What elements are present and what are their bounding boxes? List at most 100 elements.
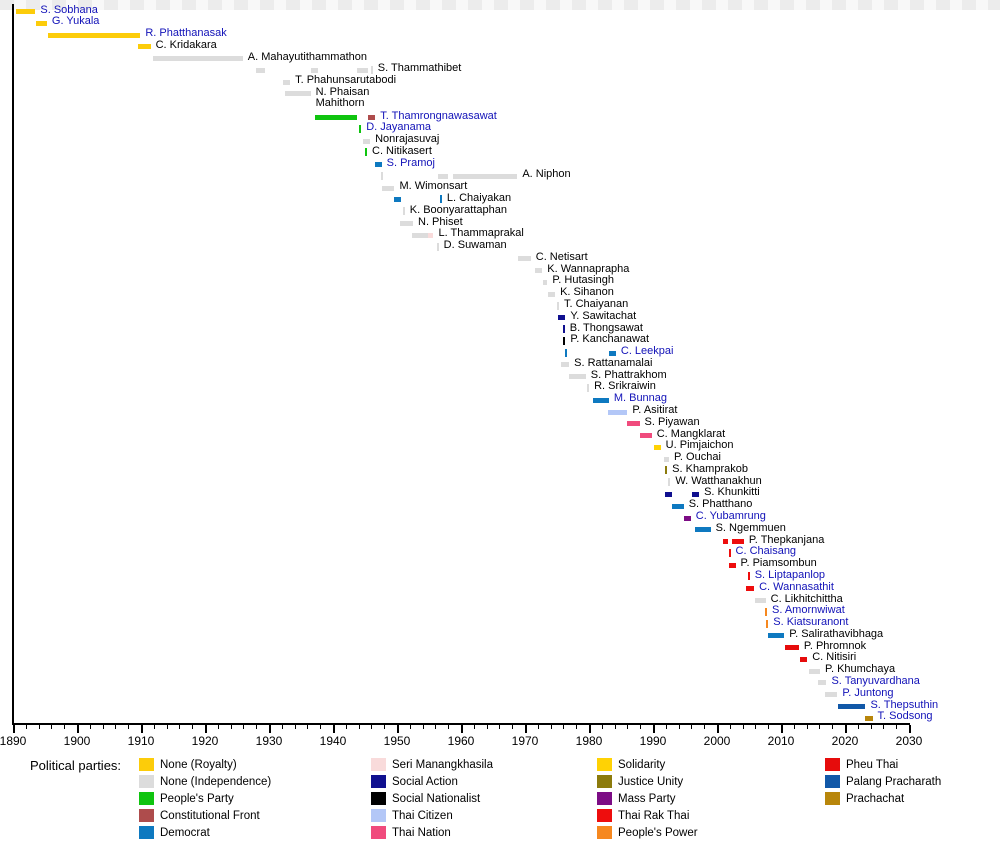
axis-tick <box>294 725 296 729</box>
axis-tick <box>333 725 335 733</box>
person-label: B. Thongsawat <box>569 321 643 334</box>
timeline-tick <box>436 242 439 251</box>
person-label[interactable]: S. Tanyuvardhana <box>831 674 920 687</box>
person-label: P. Kanchanawat <box>570 333 650 346</box>
person-label: S. Thammathibet <box>377 62 462 75</box>
axis-tick <box>243 725 245 729</box>
person-label: C. Likhitchittha <box>770 592 843 605</box>
timeline-bar <box>285 91 311 97</box>
legend: Political parties: None (Royalty) None (I… <box>0 750 1000 850</box>
timeline-bar <box>746 586 755 592</box>
axis-year-label: 1950 <box>383 734 411 748</box>
timeline-bar <box>400 221 413 227</box>
timeline-bar <box>381 185 395 191</box>
axis-tick <box>25 725 27 729</box>
timeline-bar <box>310 67 319 73</box>
person-label: W. Watthanakhun <box>675 474 762 487</box>
axis-tick <box>512 725 514 729</box>
person-label: A. Mahayutithammathon <box>247 50 367 63</box>
axis-tick <box>38 725 40 729</box>
person-label: S. Rattanamalai <box>574 356 653 369</box>
axis-tick <box>409 725 411 729</box>
person-label[interactable]: P. Juntong <box>842 686 894 699</box>
person-label: N. Phiset <box>418 215 463 228</box>
axis-tick <box>832 725 834 729</box>
axis-tick <box>883 725 885 729</box>
timeline-bar <box>542 279 548 285</box>
timeline-bar <box>283 79 291 85</box>
person-label[interactable]: D. Jayanama <box>366 121 432 134</box>
axis-tick <box>857 725 859 729</box>
timeline-bar <box>152 56 243 62</box>
axis-year-label: 2000 <box>703 734 731 748</box>
legend-swatch-prachachat <box>825 792 840 805</box>
person-label[interactable]: S. Thepsuthin <box>870 698 939 711</box>
timeline-bar <box>695 527 711 533</box>
person-label[interactable]: S. Liptapanlop <box>754 568 826 581</box>
timeline-bar <box>453 173 518 179</box>
timeline-bar <box>608 350 616 356</box>
person-label[interactable]: C. Wannasathit <box>759 580 834 593</box>
person-label[interactable]: S. Amornwiwat <box>772 604 845 617</box>
axis-year-label: 2030 <box>895 734 923 748</box>
legend-label: Solidarity <box>618 759 666 771</box>
timeline-bar <box>825 692 838 698</box>
timeline-bar <box>768 633 785 639</box>
timeline-bar <box>627 421 640 427</box>
person-label[interactable]: S. Sobhana <box>40 3 98 16</box>
axis-tick <box>601 725 603 729</box>
person-label: S. Khamprakob <box>672 462 748 475</box>
axis-tick <box>550 725 552 729</box>
timeline-bar <box>411 232 429 238</box>
person-label: P. Khumchaya <box>825 663 896 676</box>
person-label: P. Phromnok <box>803 639 867 652</box>
legend-swatch-thai-rak-thai <box>597 809 612 822</box>
timeline-bar <box>665 491 673 497</box>
timeline-bar <box>593 397 609 403</box>
timeline-bar <box>754 598 766 603</box>
legend-swatch-peoples-power <box>597 826 612 839</box>
legend-swatch-mass-party <box>597 792 612 805</box>
legend-swatch-democrat <box>139 826 154 839</box>
person-label: N. Phaisan Mahithorn <box>315 85 370 110</box>
top-texture-strip <box>0 0 1000 10</box>
x-axis <box>12 723 910 725</box>
person-label: P. Thepkanjana <box>748 533 825 546</box>
timeline-bar <box>561 362 570 368</box>
timeline-tick <box>747 572 750 581</box>
legend-label: Thai Nation <box>392 827 451 839</box>
person-label[interactable]: T. Sodsong <box>877 710 933 723</box>
person-label[interactable]: R. Phatthanasak <box>145 27 227 40</box>
axis-tick <box>205 725 207 733</box>
person-label: P. Ouchai <box>674 451 721 464</box>
legend-label: Prachachat <box>846 793 905 805</box>
timeline-bar <box>357 67 368 73</box>
timeline-bar <box>368 115 376 121</box>
legend-swatch-palang-pracharath <box>825 775 840 788</box>
axis-tick <box>166 725 168 729</box>
person-label[interactable]: C. Chaisang <box>735 545 797 558</box>
person-label: C. Netisart <box>535 250 588 263</box>
axis-tick <box>653 725 655 733</box>
person-label[interactable]: S. Pramoj <box>386 156 435 169</box>
person-label[interactable]: M. Bunnag <box>613 392 668 405</box>
timeline-bar <box>731 539 744 545</box>
legend-swatch-social-nationalist <box>371 792 386 805</box>
timeline-bar <box>137 44 151 50</box>
timeline-bar <box>692 491 700 497</box>
legend-label: Social Nationalist <box>392 793 481 805</box>
person-label[interactable]: T. Thamrongnawasawat <box>380 109 497 122</box>
timeline-tick <box>587 383 590 392</box>
person-label: R. Srikraiwin <box>594 380 656 393</box>
legend-swatch-independence <box>139 775 154 788</box>
person-label[interactable]: G. Yukala <box>51 15 100 28</box>
axis-tick <box>256 725 258 729</box>
person-label: K. Wannaprapha <box>547 262 630 275</box>
person-label[interactable]: C. Leekpai <box>620 345 674 358</box>
person-label[interactable]: C. Yubamrung <box>695 510 766 523</box>
timeline-tick <box>765 607 767 616</box>
axis-tick <box>537 725 539 729</box>
timeline-bar <box>517 256 531 262</box>
person-label[interactable]: S. Kiatsuranont <box>773 616 849 629</box>
timeline-bar <box>837 704 866 710</box>
